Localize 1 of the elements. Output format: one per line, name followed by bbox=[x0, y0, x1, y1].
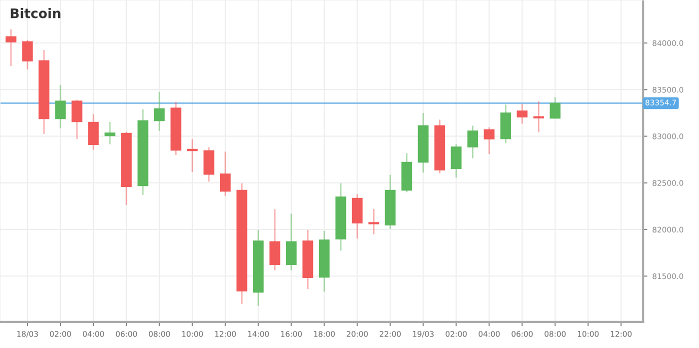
chart-title: Bitcoin bbox=[10, 8, 60, 18]
